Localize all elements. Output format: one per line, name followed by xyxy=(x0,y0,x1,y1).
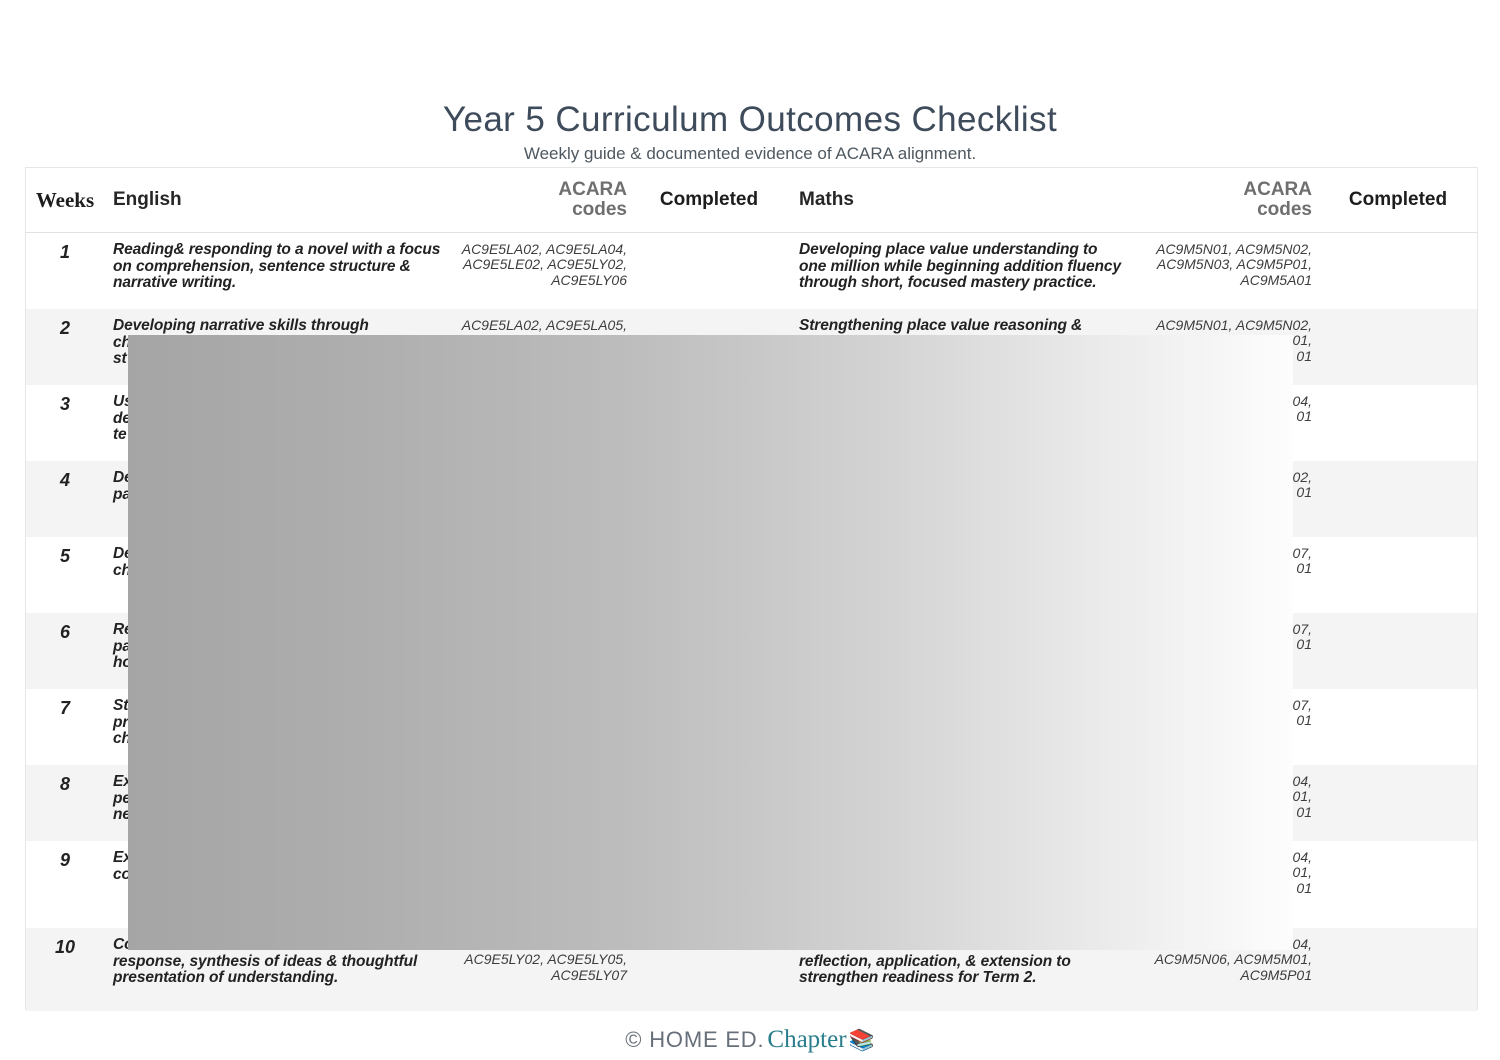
english-outcome: Reading& responding to a novel with a fo… xyxy=(113,241,441,292)
week-number: 4 xyxy=(59,470,70,490)
week-number: 5 xyxy=(59,546,70,566)
maths-acara-codes: 04, AC9M5N06, AC9M5M01, AC9M5P01 xyxy=(1154,936,1312,983)
books-stack-icon: 📚 xyxy=(848,1029,875,1052)
table-row: 9 Ex co 04, 01, 01 xyxy=(26,841,1477,928)
maths-completed-cell xyxy=(1319,461,1477,537)
table-row: 1 Reading& responding to a novel with a … xyxy=(26,233,1477,309)
english-acara-codes: AC9E5LY02, AC9E5LY05, AC9E5LY07 xyxy=(464,951,627,983)
week-number: 7 xyxy=(59,698,70,718)
footer: © HOME ED. Chapter📚 xyxy=(0,1026,1500,1054)
week-number: 6 xyxy=(59,622,70,642)
maths-completed-cell xyxy=(1319,841,1477,928)
maths-acara-codes: 04, 01, 01 xyxy=(1292,849,1312,896)
header-acara-codes-maths-label: ACARA codes xyxy=(1243,179,1312,220)
table-row: 3 Us de te 04, 01 xyxy=(26,385,1477,461)
english-completed-cell xyxy=(634,233,784,309)
header-acara-codes-english-label: ACARA codes xyxy=(558,179,627,220)
english-outcome: De pa xyxy=(113,469,133,503)
header-completed-english: Completed xyxy=(659,189,759,210)
maths-completed-cell xyxy=(1319,385,1477,461)
maths-completed-cell xyxy=(1319,233,1477,309)
week-number: 8 xyxy=(59,774,70,794)
maths-completed-cell xyxy=(1319,689,1477,765)
maths-acara-codes: AC9M5N01, AC9M5N02, AC9M5N03, AC9M5P01, … xyxy=(1156,241,1312,288)
english-acara-codes: AC9E5LA02, AC9E5LA05, xyxy=(461,317,627,333)
week-number: 3 xyxy=(59,394,70,414)
title-block: Year 5 Curriculum Outcomes Checklist Wee… xyxy=(0,100,1500,164)
maths-acara-codes: 04, 01 xyxy=(1292,393,1312,425)
maths-acara-codes: 02, 01 xyxy=(1292,469,1312,501)
header-english: English xyxy=(113,189,182,210)
header-completed-maths: Completed xyxy=(1348,189,1448,210)
table-row: 5 De ch 07, 01 xyxy=(26,537,1477,613)
maths-completed-cell xyxy=(1319,928,1477,1011)
maths-acara-codes: 07, 01 xyxy=(1292,697,1312,729)
table-header-row: Weeks English ACARA codes Completed Math… xyxy=(26,168,1477,233)
header-maths: Maths xyxy=(799,189,854,210)
table-row: 7 St pr ch 07, 01 xyxy=(26,689,1477,765)
maths-completed-cell xyxy=(1319,765,1477,841)
english-outcome: Re pa ho xyxy=(113,621,133,672)
english-acara-codes: AC9E5LA02, AC9E5LA04, AC9E5LE02, AC9E5LY… xyxy=(461,241,627,288)
english-outcome: Co response, synthesis of ideas & though… xyxy=(113,936,418,987)
english-outcome: Developing narrative skills through ch s… xyxy=(113,317,369,368)
english-outcome: Ex co xyxy=(113,849,132,883)
english-outcome: De ch xyxy=(113,545,133,579)
week-number: 1 xyxy=(59,242,70,262)
header-acara-codes-english: ACARA codes xyxy=(456,180,634,220)
english-outcome: Us de te xyxy=(113,393,133,444)
maths-acara-codes: AC9M5N01, AC9M5N02, 01, 01 xyxy=(1156,317,1312,364)
maths-completed-cell xyxy=(1319,309,1477,385)
maths-outcome: reflection, application, & extension to … xyxy=(799,952,1071,987)
maths-acara-codes: 04, 01, 01 xyxy=(1292,773,1312,820)
header-weeks: Weeks xyxy=(35,187,95,212)
week-number: 10 xyxy=(54,937,76,957)
footer-brand: Chapter xyxy=(767,1026,847,1053)
maths-outcome: Strengthening place value reasoning & xyxy=(799,317,1083,334)
maths-outcome: Developing place value understanding to … xyxy=(799,241,1121,292)
maths-acara-codes: 07, 01 xyxy=(1292,621,1312,653)
maths-completed-cell xyxy=(1319,613,1477,689)
page-title: Year 5 Curriculum Outcomes Checklist xyxy=(442,100,1058,139)
week-number: 2 xyxy=(59,318,70,338)
maths-acara-codes: 07, 01 xyxy=(1292,545,1312,577)
english-outcome: Ex pe ne xyxy=(113,773,132,824)
page-subtitle: Weekly guide & documented evidence of AC… xyxy=(523,143,977,163)
english-outcome: St pr ch xyxy=(113,697,131,748)
header-acara-codes-maths: ACARA codes xyxy=(1139,180,1319,220)
maths-completed-cell xyxy=(1319,537,1477,613)
redaction-gradient-overlay xyxy=(128,335,1293,950)
week-number: 9 xyxy=(59,850,70,870)
footer-copyright: © HOME ED. xyxy=(625,1027,765,1052)
